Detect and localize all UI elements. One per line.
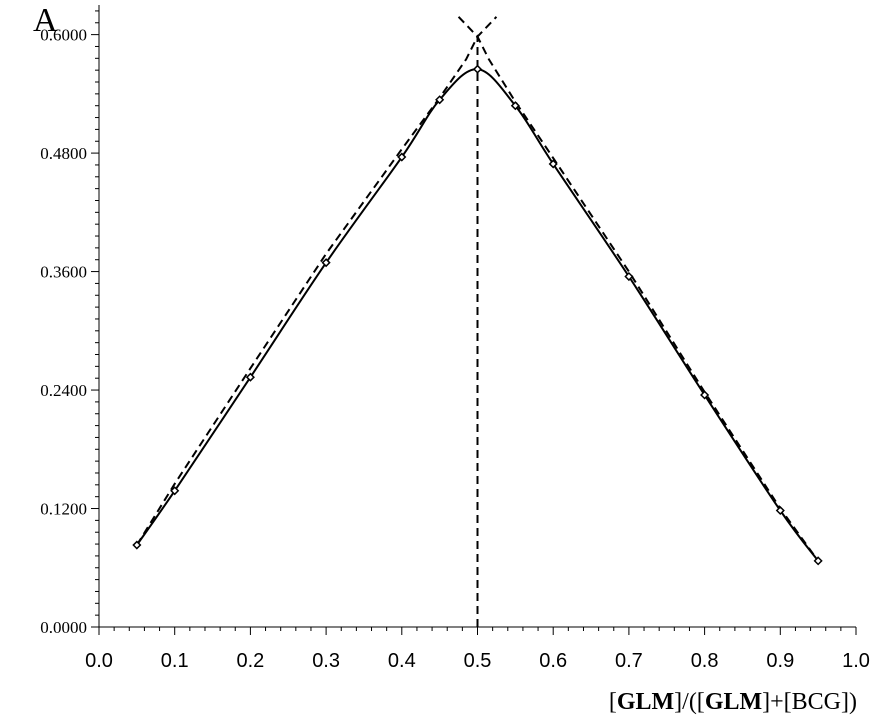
- x-tick-label: 0.9: [766, 650, 794, 672]
- panel-label: A: [33, 2, 58, 39]
- y-tick-label: 0.6000: [40, 26, 87, 45]
- data-point-marker: [170, 486, 180, 496]
- y-tick-label: 0.0000: [40, 618, 87, 637]
- data-point-marker: [245, 372, 255, 382]
- x-tick-label: 0.4: [388, 650, 416, 672]
- axes: 0.0 0.1 0.2 0.3 0.4 0.5 0.6 0.7 0.8 0.9 1.0 0.0000 0…: [40, 5, 870, 672]
- data-point-marker: [510, 101, 520, 111]
- data-point-marker: [700, 390, 710, 400]
- data-point-marker: [775, 505, 785, 516]
- y-tick-label: 0.2400: [40, 381, 87, 400]
- x-axis-label: [GLM]/([GLM]+[BCG]): [609, 689, 857, 715]
- x-tick-label: 0.8: [691, 650, 719, 672]
- x-tick-label: 0.6: [539, 650, 567, 672]
- data-point-marker: [132, 540, 142, 550]
- data-point-marker: [813, 556, 823, 566]
- x-tick-label: 0.1: [161, 650, 189, 672]
- data-point-marker: [321, 258, 331, 268]
- y-tick-label: 0.4800: [40, 144, 87, 163]
- x-tick-label: 0.2: [236, 650, 264, 672]
- data-point-marker: [397, 152, 407, 162]
- x-tick-label: 0.3: [312, 650, 340, 672]
- y-tick-label: 0.3600: [40, 263, 87, 282]
- data-point-marker: [472, 64, 483, 74]
- data-point-marker: [548, 159, 558, 169]
- data-point-marker: [435, 95, 445, 105]
- x-tick-label: 0.0: [85, 650, 113, 672]
- data-point-marker: [624, 271, 634, 282]
- y-tick-label: 0.1200: [40, 500, 87, 519]
- dashed-extension-line: [457, 16, 498, 39]
- data-markers: [132, 64, 823, 566]
- x-tick-label: 0.5: [464, 650, 492, 672]
- series-lines: [135, 16, 819, 627]
- x-tick-label: 0.7: [615, 650, 643, 672]
- x-tick-label: 1.0: [842, 650, 870, 672]
